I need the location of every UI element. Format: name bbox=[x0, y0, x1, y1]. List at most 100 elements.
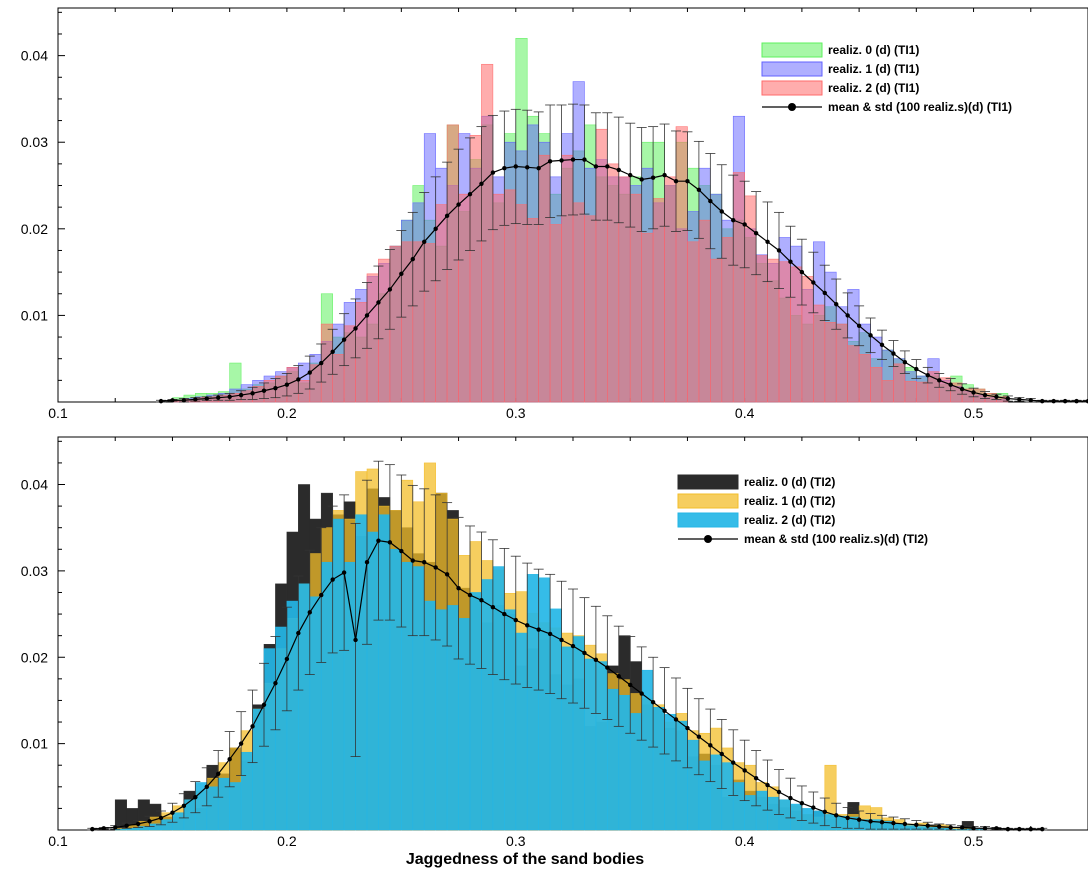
histogram-bar bbox=[538, 154, 551, 403]
legend-label: realiz. 1 (d) (TI2) bbox=[744, 494, 835, 508]
legend-marker bbox=[788, 103, 796, 111]
mean-point bbox=[181, 803, 187, 809]
mean-point bbox=[422, 239, 427, 245]
mean-point bbox=[1005, 826, 1011, 832]
mean-point bbox=[547, 631, 553, 637]
mean-point bbox=[1028, 826, 1033, 832]
x-tick-label: 0.4 bbox=[735, 405, 755, 421]
mean-point bbox=[204, 784, 209, 790]
histogram-bar bbox=[801, 808, 814, 831]
histogram-bar bbox=[778, 261, 791, 403]
mean-point bbox=[650, 699, 656, 705]
legend: realiz. 0 (d) (TI1) realiz. 1 (d) (TI1) re… bbox=[761, 42, 1012, 114]
mean-point bbox=[948, 382, 953, 387]
x-tick-label: 0.1 bbox=[48, 405, 68, 421]
histogram-bar bbox=[240, 751, 253, 831]
mean-point bbox=[799, 269, 805, 275]
legend-label: realiz. 1 (d) (TI1) bbox=[828, 62, 919, 76]
histogram-bar bbox=[607, 688, 620, 831]
histogram-bar bbox=[618, 176, 631, 403]
mean-point bbox=[296, 630, 301, 636]
histogram-bar bbox=[538, 577, 551, 831]
mean-point bbox=[1051, 398, 1056, 404]
x-tick-label: 0.2 bbox=[277, 833, 297, 849]
mean-point bbox=[696, 187, 702, 193]
histogram-bar bbox=[446, 124, 459, 403]
mean-point bbox=[616, 674, 621, 679]
histogram-bar bbox=[435, 204, 448, 403]
histogram-bar bbox=[275, 626, 288, 831]
histogram-bar bbox=[504, 189, 517, 403]
histogram-bar bbox=[298, 380, 311, 403]
x-tick-label: 0.5 bbox=[964, 405, 984, 421]
mean-point bbox=[593, 164, 599, 169]
mean-point bbox=[925, 823, 930, 828]
mean-point bbox=[353, 637, 358, 643]
histogram-bar bbox=[504, 609, 517, 831]
mean-std-series bbox=[156, 103, 1088, 404]
histogram-bar bbox=[893, 363, 906, 403]
legend-marker bbox=[704, 535, 712, 543]
mean-point bbox=[639, 177, 644, 182]
mean-point bbox=[410, 558, 415, 563]
mean-point bbox=[170, 398, 175, 403]
mean-point bbox=[959, 386, 965, 392]
legend-swatch bbox=[761, 61, 823, 77]
mean-point bbox=[296, 377, 301, 382]
histogram-bar bbox=[389, 548, 402, 831]
mean-point bbox=[422, 560, 427, 565]
mean-point bbox=[731, 760, 736, 765]
mean-point bbox=[559, 637, 564, 643]
mean-point bbox=[799, 801, 805, 806]
y-tick-label: 0.01 bbox=[21, 736, 48, 752]
histogram-bar bbox=[343, 561, 356, 831]
histogram-bar bbox=[526, 574, 539, 831]
histogram-bar bbox=[801, 276, 814, 403]
histogram-bar bbox=[710, 258, 723, 403]
mean-point bbox=[891, 820, 896, 826]
mean-point bbox=[387, 540, 393, 545]
mean-point bbox=[284, 656, 290, 662]
legend-label: realiz. 0 (d) (TI2) bbox=[744, 475, 835, 489]
mean-point bbox=[925, 372, 930, 378]
histogram-bar bbox=[206, 786, 219, 831]
mean-line bbox=[160, 158, 1088, 402]
mean-point bbox=[307, 610, 312, 615]
mean-point bbox=[914, 366, 919, 372]
mean-point bbox=[158, 398, 164, 404]
x-tick-label: 0.3 bbox=[506, 833, 526, 849]
histogram-bar bbox=[584, 215, 597, 403]
histogram-bar bbox=[572, 636, 585, 831]
histogram-bar bbox=[744, 195, 757, 403]
mean-point bbox=[994, 394, 999, 400]
histogram-bar bbox=[378, 514, 391, 831]
x-tick-label: 0.1 bbox=[48, 833, 68, 849]
mean-point bbox=[673, 178, 679, 184]
mean-point bbox=[822, 290, 827, 296]
histogram-bar bbox=[458, 618, 471, 831]
mean-point bbox=[181, 398, 187, 403]
mean-point bbox=[216, 395, 221, 400]
mean-point bbox=[330, 577, 335, 582]
mean-point bbox=[582, 650, 587, 656]
mean-point bbox=[513, 164, 518, 169]
mean-point bbox=[708, 743, 713, 748]
legend-swatch bbox=[761, 80, 823, 96]
histogram-bar bbox=[721, 237, 734, 403]
histogram-bar bbox=[824, 322, 837, 403]
chart-panel-top: 0.01 0.02 0.03 0.04 0.1 0.2 0.3 0.4 0.5 realiz. 0… bbox=[21, 7, 1088, 421]
histogram-bar bbox=[263, 648, 276, 831]
histogram-bar bbox=[790, 803, 803, 831]
histogram-bar bbox=[916, 381, 929, 403]
histogram-bar bbox=[778, 799, 791, 831]
mean-point bbox=[364, 560, 370, 565]
mean-point bbox=[868, 819, 873, 824]
mean-point bbox=[467, 592, 473, 598]
y-tick-label: 0.02 bbox=[21, 649, 48, 665]
mean-point bbox=[662, 172, 667, 178]
mean-point bbox=[525, 165, 530, 170]
mean-point bbox=[513, 617, 518, 623]
mean-point bbox=[708, 198, 713, 204]
mean-point bbox=[479, 598, 484, 603]
